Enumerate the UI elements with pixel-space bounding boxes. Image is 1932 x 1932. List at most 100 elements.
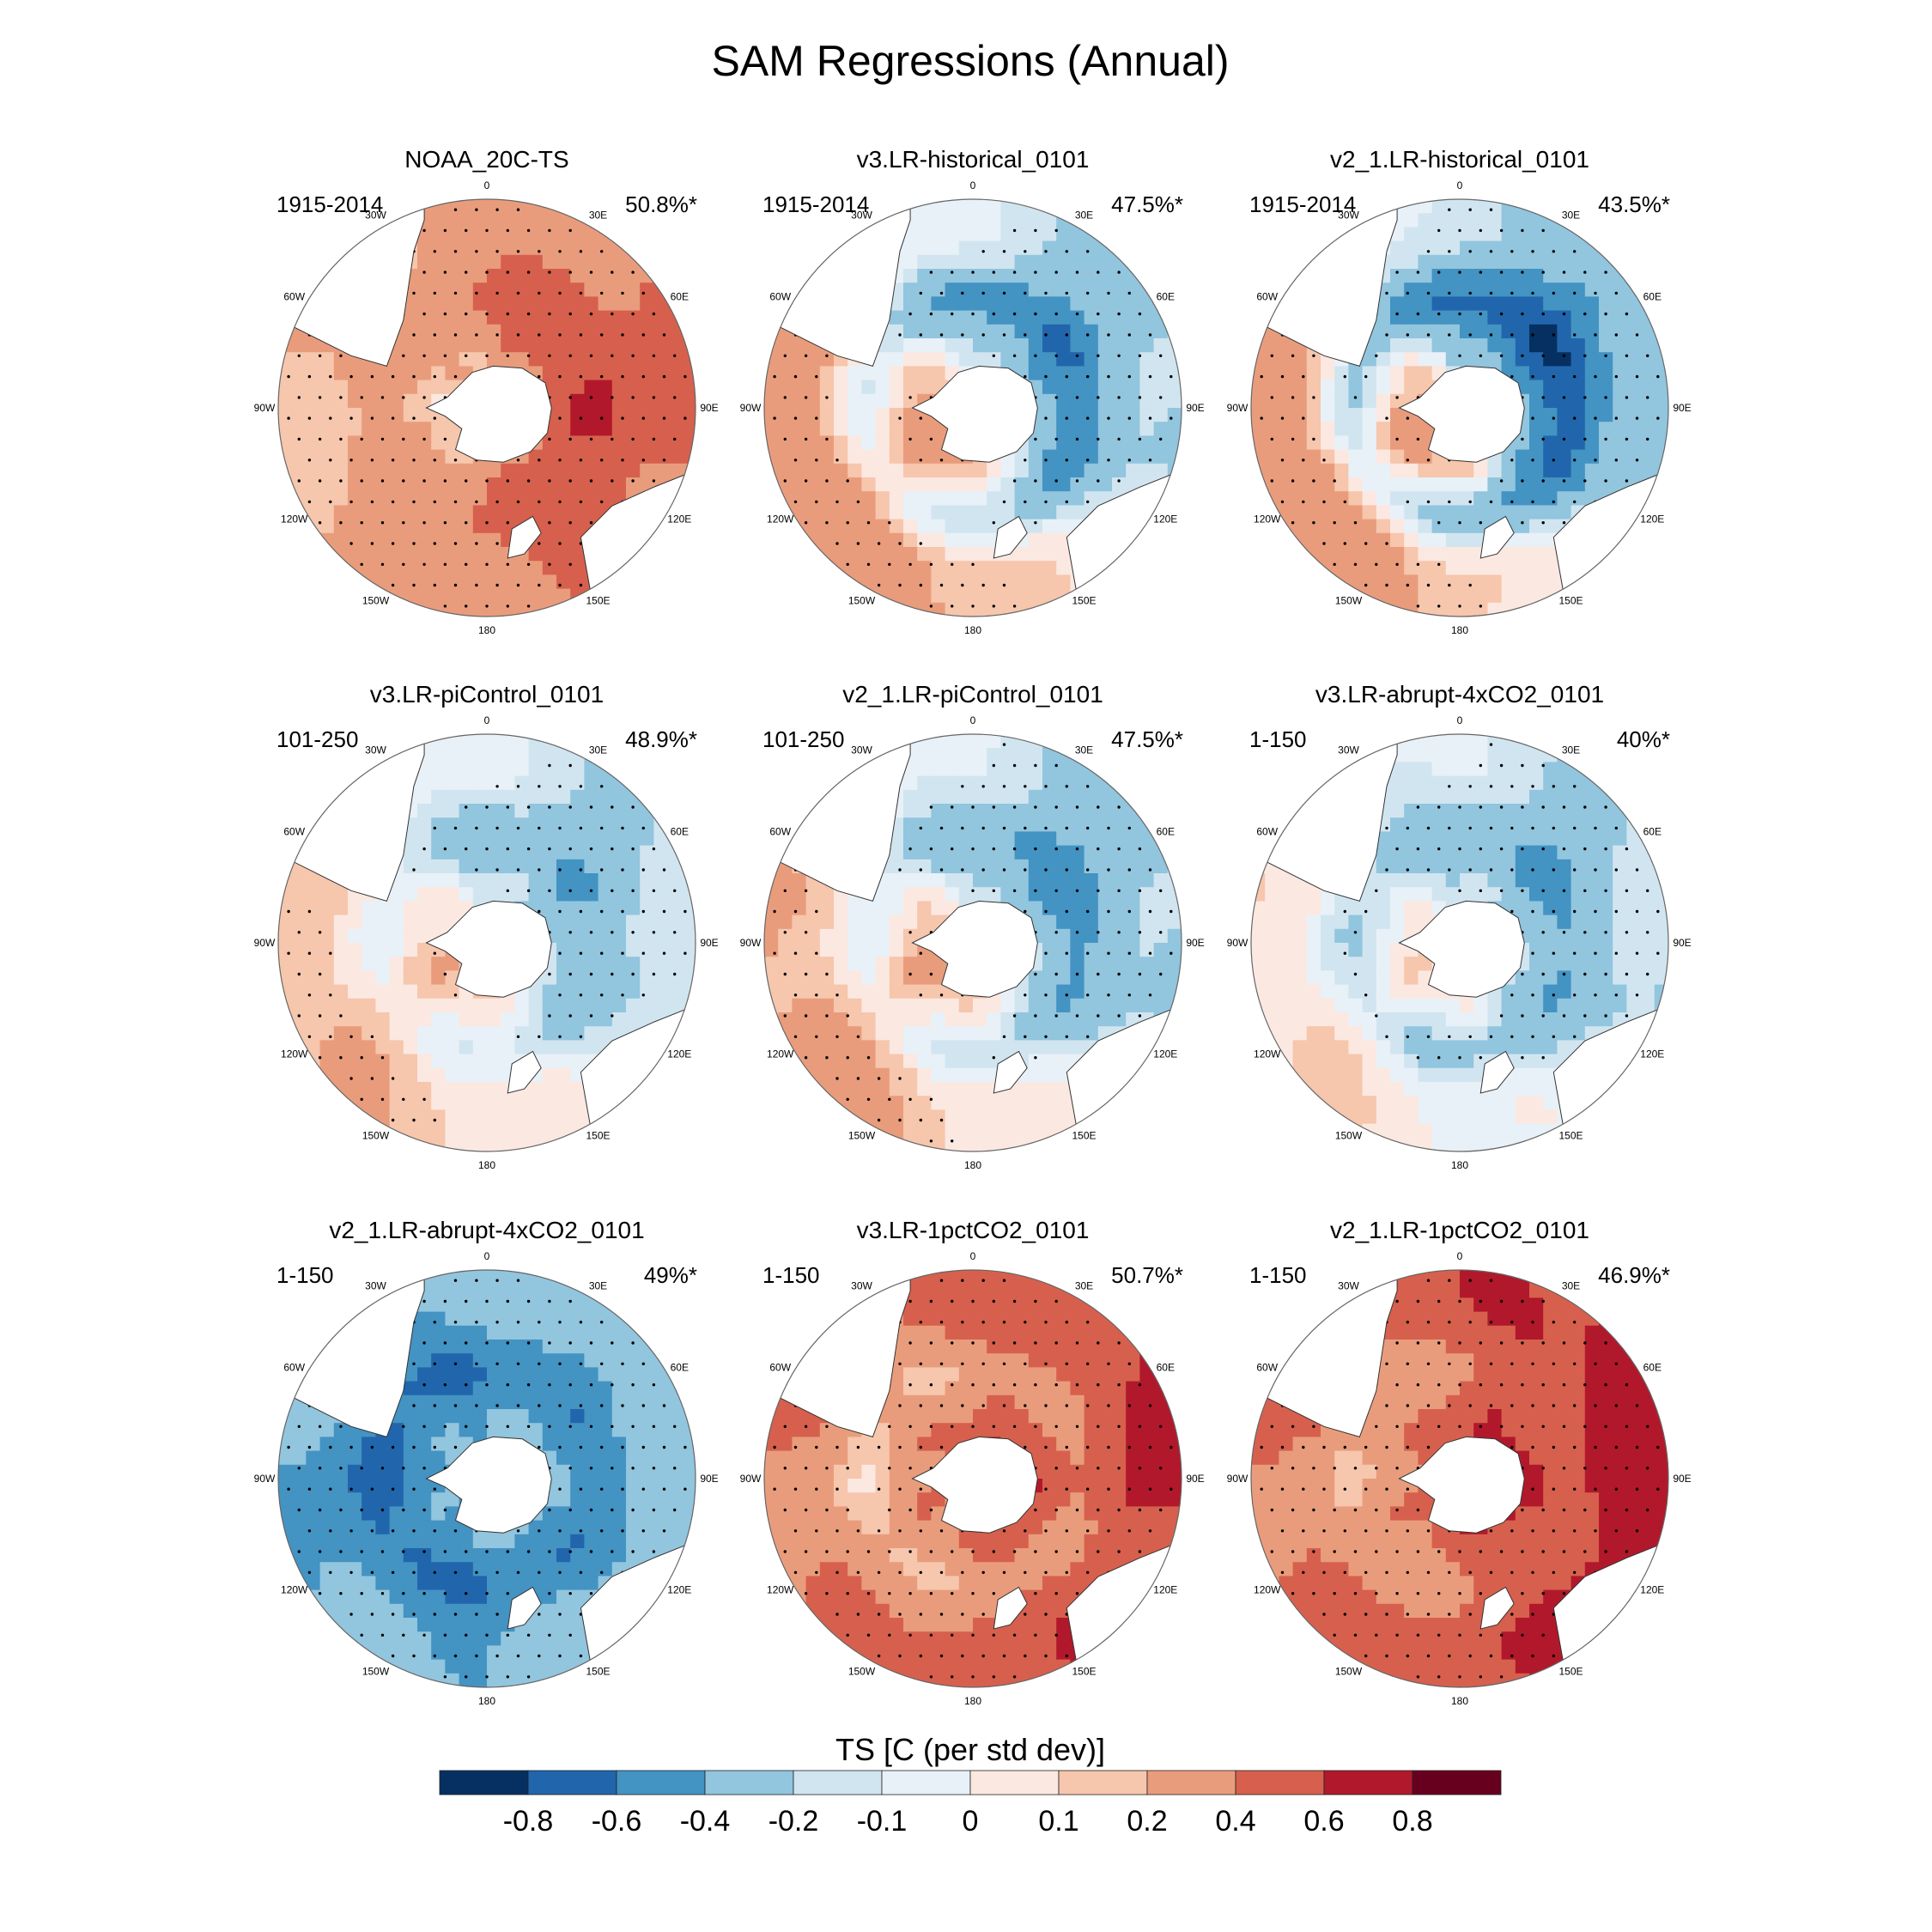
field-cell [805,928,821,944]
field-cell [1112,984,1127,999]
field-cell [1584,338,1600,353]
stipple-dot [307,374,312,379]
field-cell [445,532,460,548]
field-cell [1376,477,1391,492]
field-cell [875,393,890,409]
field-cell [1126,393,1140,409]
field-cell [958,1109,974,1125]
stipple-dot [992,312,996,316]
stipple-dot [825,437,829,441]
field-cell [375,366,391,381]
field-cell [445,970,460,986]
field-cell [792,943,807,957]
field-cell [667,887,683,902]
field-cell [681,859,696,874]
field-cell [570,859,585,874]
stipple-dot [1127,993,1132,997]
stipple-dot [485,354,489,357]
stipple-dot [939,1118,944,1122]
field-cell [1056,310,1071,325]
stipple-dot [1479,228,1483,233]
field-cell [459,1054,474,1069]
field-cell [931,435,946,451]
field-cell [875,366,890,381]
field-cell [958,532,974,548]
field-cell [584,817,599,832]
field-cell [403,984,418,999]
field-cell [389,943,404,957]
field-cell [848,1040,862,1055]
stipple-dot [558,826,562,830]
stipple-dot [1138,889,1142,893]
field-cell [598,817,613,832]
field-cell [805,970,821,986]
field-cell [1431,505,1447,520]
stipple-dot [783,437,787,441]
field-cell [861,435,877,451]
field-cell [834,762,848,777]
field-cell [958,1137,974,1151]
field-cell [958,324,974,339]
field-cell [459,831,474,847]
field-cell [958,561,974,575]
stipple-dot [898,583,902,587]
field-cell [973,1026,987,1041]
field-cell [1584,269,1600,283]
field-cell [556,519,571,534]
stipple-dot [538,1035,541,1039]
field-cell [626,422,641,436]
field-cell [1028,588,1043,604]
field-cell [834,1040,848,1055]
stipple-dot [370,416,374,420]
regression-field [1251,199,1668,617]
field-cell [917,491,932,506]
stipple-dot [877,583,881,587]
field-cell [1167,873,1182,888]
field-cell [445,213,460,228]
field-cell [514,859,530,874]
field-cell [1167,408,1182,422]
field-cell [945,873,960,888]
field-cell [459,547,474,562]
longitude-label: 30W [1338,210,1359,222]
stipple-dot [600,909,604,914]
stipple-dot [908,396,912,399]
field-cell [1153,859,1169,874]
field-cell [792,463,807,478]
field-cell [987,338,1001,353]
field-cell [861,449,877,465]
field-cell [848,561,862,575]
field-cell [584,310,599,325]
field-cell [487,283,501,297]
stipple-dot [548,437,551,441]
stipple-dot [433,291,436,295]
stipple-dot [773,416,776,420]
field-cell [987,199,1001,214]
field-cell [1056,1096,1071,1110]
field-cell [556,352,571,367]
field-cell [514,227,530,242]
stipple-dot [443,437,447,441]
field-cell [973,505,987,520]
field-cell [875,970,890,986]
stipple-dot [506,521,509,525]
field-cell [1584,296,1600,312]
stipple-dot [1002,583,1006,587]
stipple-dot [318,972,322,976]
stipple-dot [1065,333,1069,337]
field-cell [903,859,918,874]
field-cell [875,463,890,478]
field-cell [805,998,821,1013]
field-cell [875,914,890,930]
field-cell [459,1040,474,1055]
stipple-dot [1159,931,1163,934]
field-cell [1321,435,1335,451]
field-cell [1362,519,1377,534]
field-cell [945,887,960,902]
stipple-dot [1353,562,1358,566]
field-cell [1070,393,1085,409]
field-cell [931,998,946,1013]
field-cell [598,928,613,944]
field-cell [640,789,654,805]
field-cell [1404,519,1419,534]
